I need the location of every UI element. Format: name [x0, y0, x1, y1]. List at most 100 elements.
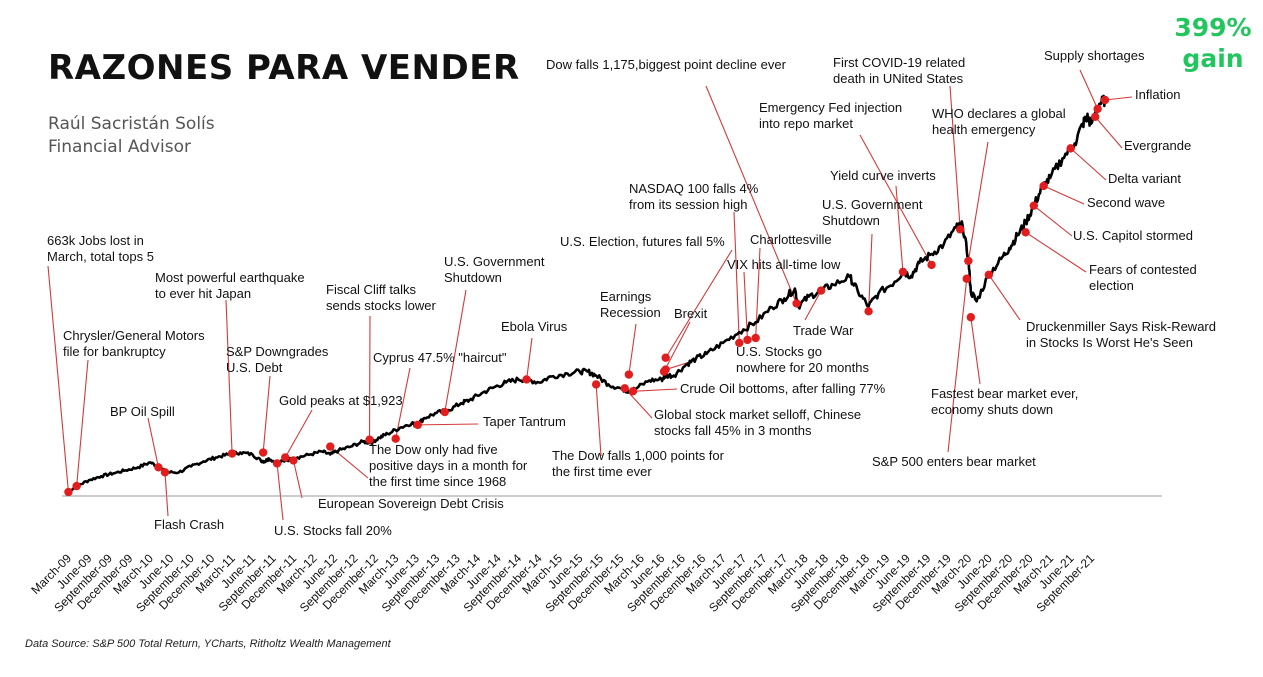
leader-lines: [47, 69, 1133, 521]
event-marker: [440, 407, 449, 417]
event-label-line: election: [1089, 278, 1134, 293]
event-label-line: to ever hit Japan: [155, 286, 251, 301]
event-label-line: Most powerful earthquake: [155, 270, 305, 285]
leader-line: [895, 185, 904, 272]
event-label-line: U.S. Stocks fall 20%: [274, 523, 392, 538]
event-label: The Dow falls 1,000 points for the first …: [552, 448, 725, 479]
event-label-line: Flash Crash: [154, 517, 224, 532]
event-label-line: S&P 500 enters bear market: [872, 454, 1036, 469]
event-marker: [72, 481, 81, 491]
event-label: U.S. Stocks go nowhere for 20 months: [736, 344, 869, 375]
event-marker: [154, 463, 163, 472]
event-label: Crude Oil bottoms, after falling 77%: [680, 381, 886, 396]
leader-line: [225, 299, 233, 454]
x-tick-labels: March-09June-09September-09December-09Ma…: [28, 551, 1097, 615]
event-label: Taper Tantrum: [483, 414, 566, 429]
event-marker: [1021, 228, 1030, 237]
event-marker: [272, 459, 282, 468]
leader-line: [988, 274, 1021, 321]
leader-line: [970, 317, 981, 385]
event-label-line: U.S. Debt: [226, 360, 283, 375]
event-label-line: Gold peaks at $1,923: [279, 393, 403, 408]
leader-line: [395, 367, 411, 439]
event-label-line: Inflation: [1135, 87, 1181, 102]
event-label: Trade War: [793, 323, 854, 338]
event-marker: [1093, 104, 1102, 114]
event-marker: [391, 434, 400, 443]
event-label-line: Evergrande: [1124, 138, 1191, 153]
event-label-line: The Dow falls 1,000 points for: [552, 448, 725, 463]
event-label: BP Oil Spill: [110, 404, 175, 419]
event-marker: [628, 387, 638, 396]
event-label-line: European Sovereign Debt Crisis: [318, 496, 504, 511]
event-label: Flash Crash: [154, 517, 224, 532]
event-label-line: Charlottesville: [750, 232, 832, 247]
leader-line: [628, 323, 637, 375]
event-marker: [160, 468, 170, 477]
event-marker: [227, 449, 237, 458]
leader-line: [804, 290, 822, 321]
leader-line: [276, 463, 284, 521]
leader-line: [665, 249, 733, 359]
event-marker: [966, 313, 976, 322]
event-label-line: Shutdown: [444, 270, 502, 285]
event-label-line: VIX hits all-time low: [727, 257, 841, 272]
event-label-line: WHO declares a global: [932, 106, 1066, 121]
event-marker: [281, 453, 290, 462]
leader-line: [595, 384, 602, 457]
event-label-line: health emergency: [932, 122, 1036, 137]
event-label-line: Chrysler/General Motors: [63, 328, 205, 343]
event-labels: 663k Jobs lost in March, total tops 5 Chry…: [47, 48, 1216, 538]
author-role: Financial Advisor: [48, 137, 191, 157]
leader-line: [76, 359, 89, 487]
event-marker: [1100, 95, 1110, 105]
leader-line: [444, 289, 467, 413]
event-marker: [735, 338, 744, 348]
event-label-line: death in UNited States: [833, 71, 964, 86]
event-label-line: economy shuts down: [931, 402, 1053, 417]
leader-line: [967, 141, 989, 262]
event-label: Brexit: [674, 306, 708, 321]
event-label: European Sovereign Debt Crisis: [318, 496, 504, 511]
event-label-line: March, total tops 5: [47, 249, 154, 264]
event-label-line: file for bankruptcy: [63, 344, 166, 359]
event-label: Gold peaks at $1,923: [279, 393, 403, 408]
event-label-line: Supply shortages: [1044, 48, 1145, 63]
event-marker: [1029, 201, 1039, 210]
event-label-line: Emergency Fed injection: [759, 100, 902, 115]
leader-line: [417, 423, 479, 426]
leader-line: [147, 417, 159, 468]
event-label-line: nowhere for 20 months: [736, 360, 869, 375]
leader-line: [1033, 205, 1073, 237]
leader-line: [262, 375, 271, 453]
event-label: U.S. Stocks fall 20%: [274, 523, 392, 538]
event-label: Chrysler/General Motors file for bankrupt…: [63, 328, 205, 359]
event-label-line: U.S. Election, futures fall 5%: [560, 234, 725, 249]
event-label-line: Global stock market selloff, Chinese: [654, 407, 861, 422]
event-label-line: Shutdown: [822, 213, 880, 228]
event-label: S&P Downgrades U.S. Debt: [226, 344, 329, 375]
event-label: Supply shortages: [1044, 48, 1145, 63]
leader-line: [868, 233, 873, 312]
event-label: Delta variant: [1108, 171, 1181, 186]
page-title: RAZONES PARA VENDER: [48, 48, 520, 88]
leader-line: [1043, 185, 1085, 205]
leader-line: [859, 134, 933, 266]
event-marker: [413, 420, 422, 430]
event-label: Emergency Fed injection into repo market: [759, 100, 902, 131]
event-label-line: U.S. Capitol stormed: [1073, 228, 1193, 243]
event-label-line: positive days in a month for: [369, 458, 528, 473]
gain-value: 399%: [1174, 13, 1252, 42]
event-marker: [955, 225, 965, 234]
event-label: Fastest bear market ever, economy shuts d…: [931, 386, 1078, 417]
leader-line: [284, 409, 313, 458]
event-marker: [661, 353, 670, 362]
event-label-line: Taper Tantrum: [483, 414, 566, 429]
event-label-line: into repo market: [759, 116, 853, 131]
event-label: Most powerful earthquake to ever hit Japa…: [155, 270, 305, 301]
event-label: Second wave: [1087, 195, 1165, 210]
leader-line: [705, 85, 798, 304]
event-label-line: U.S. Government: [444, 254, 545, 269]
event-marker: [864, 307, 873, 316]
